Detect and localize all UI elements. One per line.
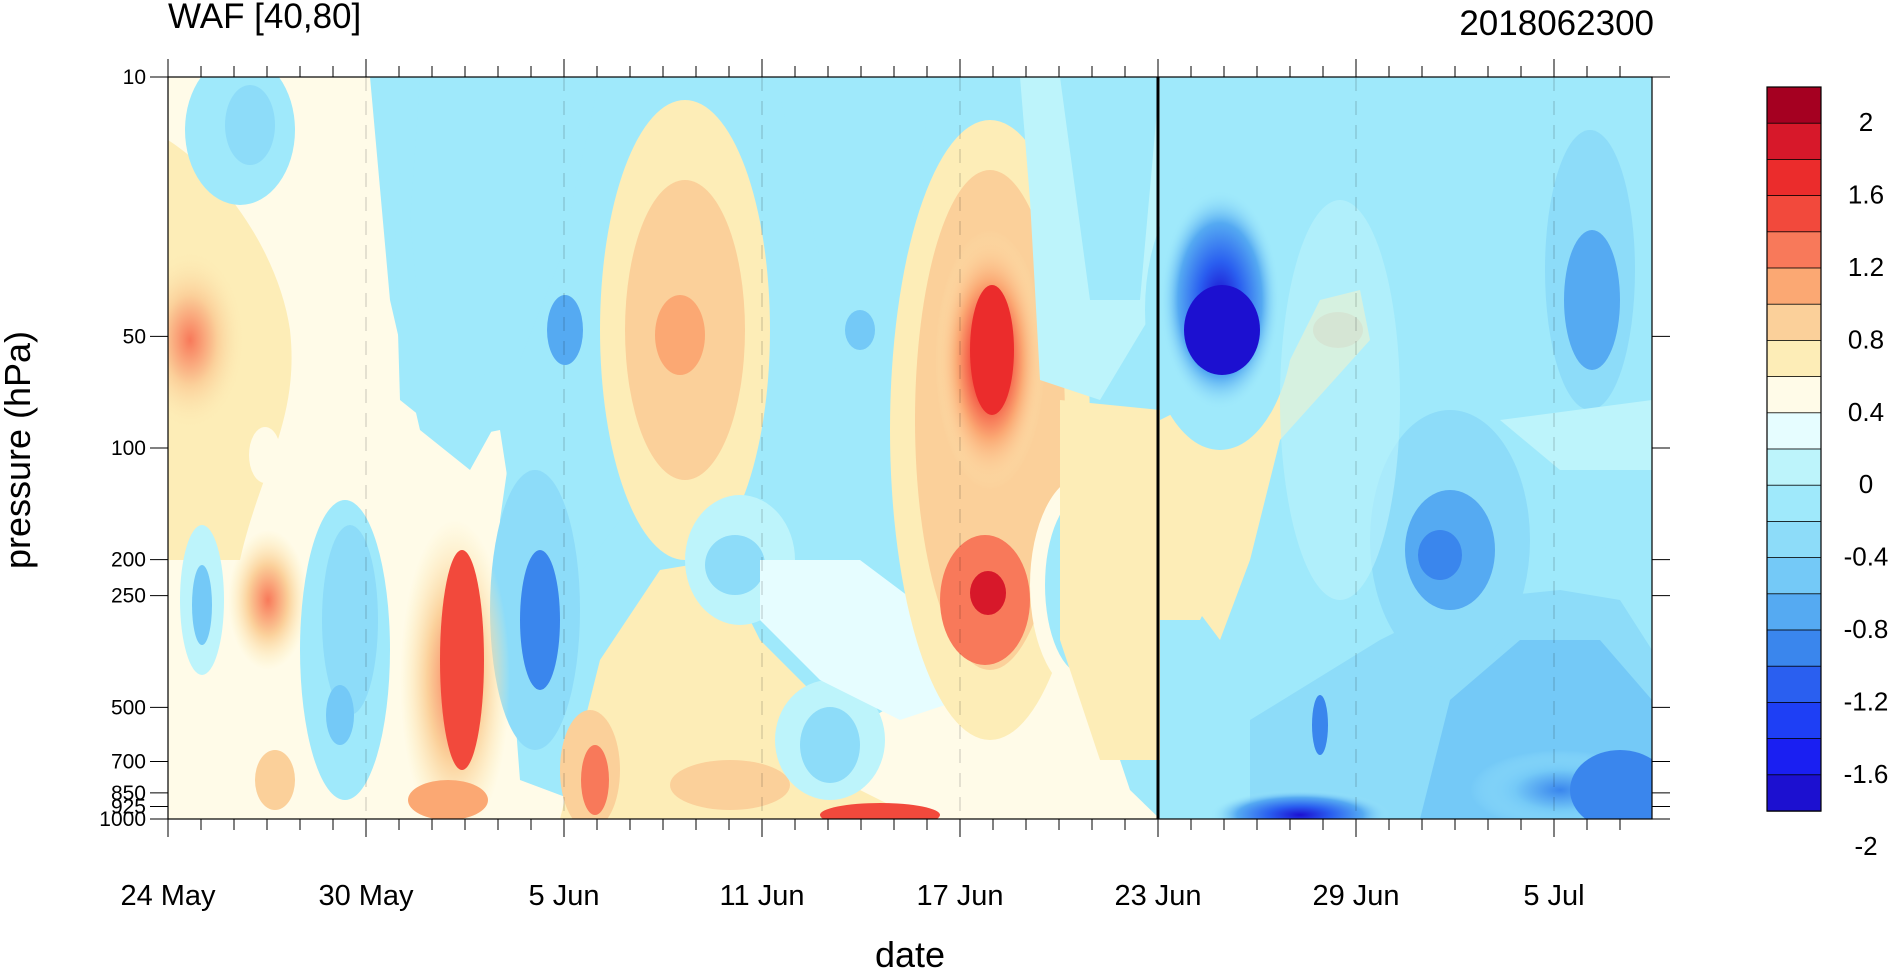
colorbar-swatch	[1766, 267, 1822, 305]
y-tick-label: 500	[111, 696, 146, 719]
y-tick-label: 850	[111, 782, 146, 805]
colorbar-label: 0.8	[1848, 324, 1884, 354]
y-tick-label: 1000	[99, 808, 146, 831]
y-tick-label: 10	[123, 66, 146, 89]
x-ticks: 24 May 30 May 5 Jun 11 Jun 17 Jun 23 Jun 29 Ju…	[120, 59, 1621, 912]
colorbar-swatch	[1766, 629, 1822, 667]
chart-title: WAF [40,80]	[168, 0, 361, 36]
colorbar-swatch	[1766, 738, 1822, 776]
colorbar-swatch	[1766, 231, 1822, 269]
x-axis-label: date	[875, 934, 945, 968]
colorbar: 2 1.6 1.2 0.8 0.4 0 -0.4 -0.8 -1.2 -1.6 -2	[1766, 86, 1889, 861]
x-tick-label: 5 Jul	[1523, 880, 1584, 912]
colorbar-swatch	[1766, 412, 1822, 450]
colorbar-swatch	[1766, 593, 1822, 631]
x-gridlines	[365, 77, 1555, 819]
colorbar-swatch	[1766, 122, 1822, 161]
y-tick-label: 925	[111, 795, 146, 818]
colorbar-swatch	[1766, 339, 1822, 378]
y-tick-label: 100	[111, 437, 146, 460]
colorbar-label: -2	[1854, 831, 1877, 861]
colorbar-label: -0.4	[1844, 542, 1889, 572]
colorbar-label: -0.8	[1844, 614, 1889, 644]
y-tick-label: 200	[111, 549, 146, 572]
colorbar-label: 2	[1859, 107, 1873, 137]
chart-right-title: 2018062300	[1459, 4, 1654, 43]
colorbar-swatch	[1766, 158, 1822, 197]
colorbar-swatch	[1766, 195, 1822, 233]
colorbar-label: 1.6	[1848, 180, 1884, 210]
y-tick-label: 250	[111, 585, 146, 608]
colorbar-frame	[1766, 86, 1822, 812]
colorbar-label: -1.6	[1844, 759, 1889, 789]
colorbar-label: 0	[1859, 469, 1873, 499]
x-tick-label: 11 Jun	[720, 880, 805, 912]
colorbar-swatch	[1766, 774, 1822, 812]
y-axis-label: pressure (hPa)	[0, 331, 38, 569]
x-tick-label: 5 Jun	[529, 880, 600, 912]
x-tick-label: 29 Jun	[1312, 880, 1399, 912]
x-tick-label: 24 May	[120, 880, 216, 912]
colorbar-label: 1.2	[1848, 252, 1884, 282]
y-tick-label: 50	[123, 325, 146, 348]
colorbar-swatch	[1766, 484, 1822, 523]
colorbar-swatch	[1766, 376, 1822, 414]
colorbar-label: 0.4	[1848, 397, 1884, 427]
contour-field	[168, 77, 1652, 819]
x-tick-label: 23 Jun	[1114, 880, 1201, 912]
colorbar-swatch	[1766, 665, 1822, 704]
colorbar-swatch	[1766, 303, 1822, 342]
colorbar-swatch	[1766, 702, 1822, 740]
colorbar-label: -1.2	[1844, 686, 1889, 716]
x-tick-label: 17 Jun	[916, 880, 1003, 912]
x-tick-label: 30 May	[318, 880, 414, 912]
colorbar-swatch	[1766, 521, 1822, 559]
colorbar-swatch	[1766, 448, 1822, 486]
colorbar-swatch	[1766, 86, 1822, 124]
colorbar-swatch	[1766, 557, 1822, 595]
y-tick-label: 700	[111, 751, 146, 774]
